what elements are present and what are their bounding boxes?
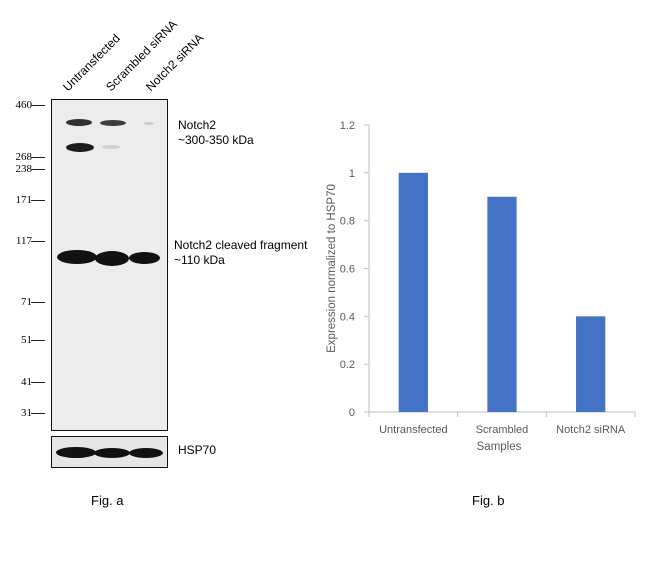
y-tick-label: 0.8 (340, 216, 355, 228)
x-tick-label: Untransfected (379, 424, 447, 436)
y-tick-label: 1 (349, 168, 355, 180)
mw-marker-71: 71 (21, 296, 32, 308)
annotation-notch2-full: Notch2 ~300-350 kDa (178, 118, 254, 147)
band-notch2-270-lane1 (66, 143, 94, 152)
band-cleaved-lane2 (95, 251, 129, 266)
band-notch2-full-lane2 (100, 120, 126, 126)
lane-label-scrambled-sirna: Scrambled siRNA (103, 17, 180, 94)
y-tick-label: 0.2 (340, 359, 355, 371)
figure-caption-b: Fig. b (472, 493, 505, 508)
mw-marker-171: 171 (15, 194, 33, 206)
mw-marker-460: 460 (15, 99, 33, 111)
y-tick-label: 0 (349, 407, 355, 419)
band-cleaved-lane3 (129, 252, 160, 264)
mw-tick (31, 340, 45, 341)
bar-notch2-sirna (576, 316, 606, 412)
mw-tick (31, 413, 45, 414)
y-tick-label: 0.4 (340, 311, 355, 323)
figure-caption-a: Fig. a (91, 493, 124, 508)
band-hsp70-lane1 (56, 447, 96, 458)
mw-tick (31, 302, 45, 303)
x-axis-title: Samples (477, 441, 522, 453)
mw-tick (31, 200, 45, 201)
x-tick-label: Scrambled (476, 424, 529, 436)
band-hsp70-lane3 (129, 448, 163, 458)
band-notch2-full-lane3 (144, 122, 154, 125)
y-axis-title: Expression normalized to HSP70 (326, 184, 338, 353)
annotation-notch2-cleaved: Notch2 cleaved fragment ~110 kDa (174, 238, 308, 267)
mw-marker-268: 268 (15, 151, 33, 163)
bar-scrambled (487, 196, 517, 412)
blot-membrane-main (51, 99, 168, 431)
x-tick-label: Notch2 siRNA (556, 424, 626, 436)
band-hsp70-lane2 (94, 448, 130, 458)
band-notch2-270-lane2 (102, 145, 120, 149)
band-cleaved-lane1 (57, 250, 97, 264)
mw-marker-41: 41 (21, 376, 32, 388)
mw-tick (31, 241, 45, 242)
y-tick-label: 0.6 (340, 264, 355, 276)
mw-tick (31, 382, 45, 383)
bar-untransfected (398, 172, 428, 412)
annotation-hsp70: HSP70 (178, 443, 217, 457)
band-notch2-full-lane1 (66, 119, 92, 126)
mw-tick (31, 105, 45, 106)
mw-tick (31, 157, 45, 158)
mw-marker-31: 31 (21, 407, 32, 419)
mw-marker-51: 51 (21, 334, 32, 346)
bar-chart: 0 0.2 0.4 0.6 0.8 1 1.2 Untransfected Scrambled N… (326, 120, 636, 453)
blot-membrane-hsp70 (51, 436, 168, 468)
mw-marker-238: 238 (15, 163, 33, 175)
mw-marker-117: 117 (15, 235, 32, 247)
mw-tick (31, 169, 45, 170)
y-tick-label: 1.2 (340, 120, 355, 132)
